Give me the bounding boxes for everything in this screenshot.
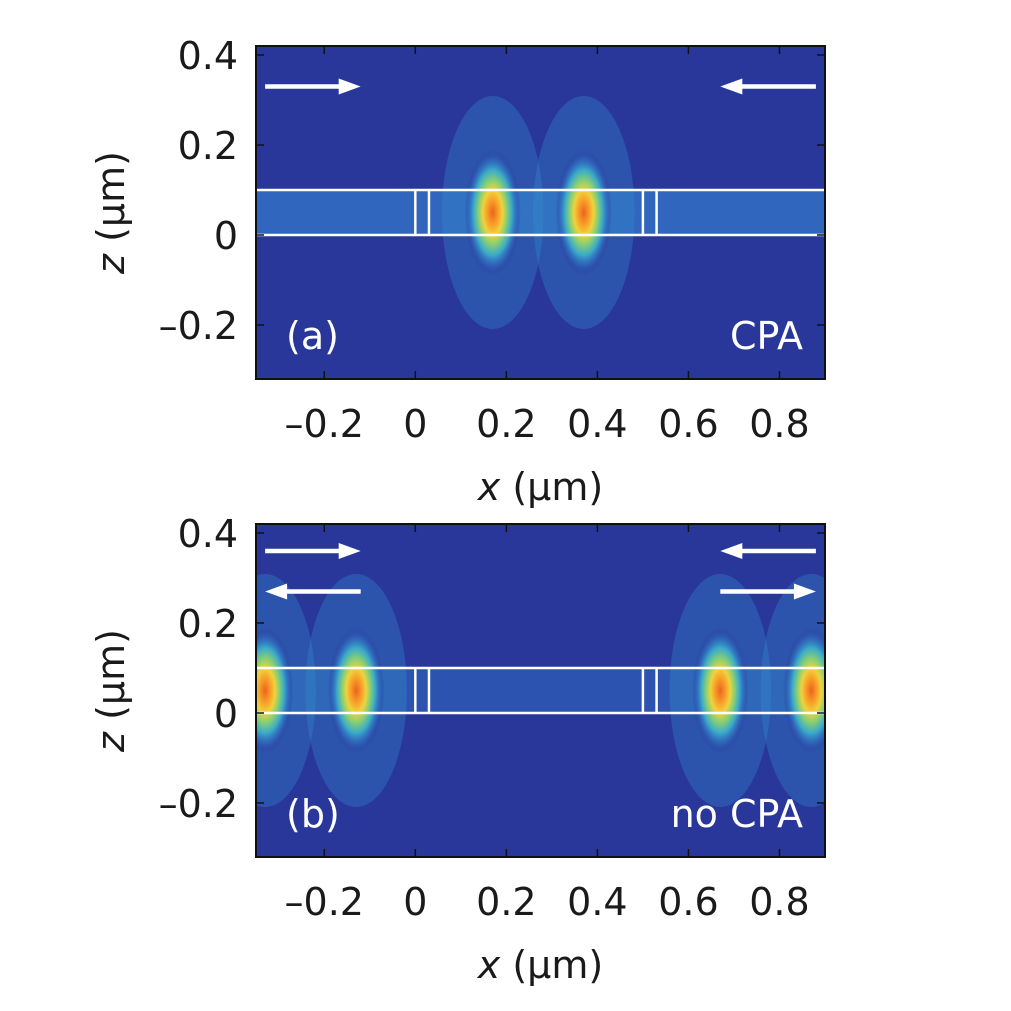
x-tick-label: 0.4 — [567, 402, 627, 446]
x-tick-label: 0.2 — [476, 880, 536, 924]
y-tick-label: 0.4 — [178, 34, 238, 78]
x-tick-label: –0.2 — [285, 880, 364, 924]
y-tick-label: 0 — [214, 214, 238, 258]
x-tick-label: –0.2 — [285, 402, 364, 446]
panel-annotation: CPA — [730, 314, 803, 358]
x-axis-label: x (µm) — [477, 943, 603, 987]
waveguide-core-field — [256, 190, 825, 235]
field-peak — [555, 149, 612, 276]
y-tick-label: 0.2 — [178, 602, 238, 646]
x-tick-label: 0 — [403, 402, 427, 446]
panel-b: (b) no CPA –0.2 0 0.2 0.4 0.6 0.8 –0.2 0 0.2 0.4 x (… — [89, 512, 826, 987]
panel-annotation: no CPA — [671, 792, 803, 836]
y-tick-label: –0.2 — [159, 782, 238, 826]
x-tick-label: 0.6 — [658, 880, 718, 924]
arrow-right — [265, 543, 361, 559]
y-tick-label: 0.2 — [178, 124, 238, 168]
panel-a: (a) CPA –0.2 0 0.2 0.4 0.6 0.8 –0.2 0 0.2 0.4 x (µm)… — [89, 34, 826, 509]
arrow-right — [265, 78, 361, 95]
arrow-left — [720, 543, 816, 559]
x-tick-label: 0.4 — [567, 880, 627, 924]
y-tick-label: 0.4 — [178, 512, 238, 556]
panel-label: (a) — [286, 314, 339, 358]
field-peak — [692, 627, 749, 754]
x-tick-label: 0.8 — [749, 880, 809, 924]
x-tick-label: 0.6 — [658, 402, 718, 446]
field-peak — [783, 627, 825, 754]
x-tick-label: 0 — [403, 880, 427, 924]
plot-frame — [255, 45, 826, 380]
x-tick-label: 0.8 — [749, 402, 809, 446]
arrow-left — [720, 78, 816, 95]
arrow-left — [265, 583, 361, 600]
field-peak — [327, 627, 385, 754]
y-axis-label: z (µm) — [89, 151, 133, 275]
y-tick-label: 0 — [214, 692, 238, 736]
y-tick-label: –0.2 — [159, 304, 238, 348]
arrow-right — [720, 583, 816, 600]
field-peak — [464, 149, 521, 276]
x-axis-label: x (µm) — [477, 465, 603, 509]
y-axis-label: z (µm) — [89, 629, 133, 753]
heatmap-area — [256, 524, 825, 857]
panel-label: (b) — [286, 792, 340, 836]
x-tick-label: 0.2 — [476, 402, 536, 446]
field-peak — [256, 627, 294, 754]
plot-frame — [255, 523, 826, 858]
heatmap-area — [256, 46, 825, 379]
